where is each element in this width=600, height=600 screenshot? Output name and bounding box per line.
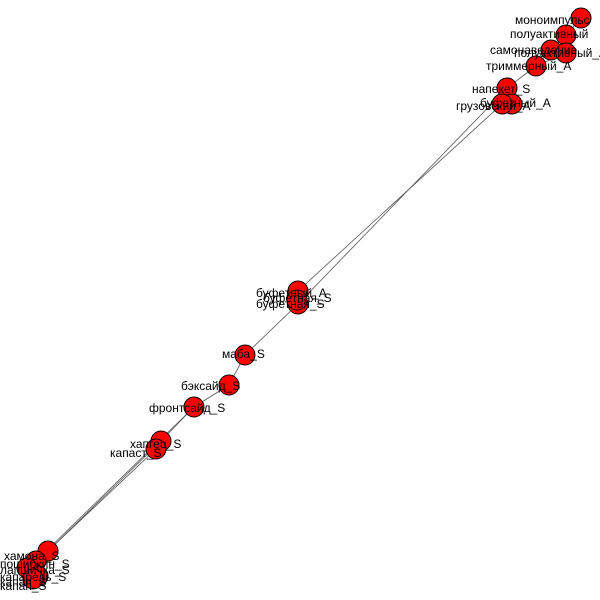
graph-node[interactable] (491, 93, 513, 115)
graph-node[interactable] (22, 568, 44, 590)
node-label: капаст_S (110, 446, 162, 460)
node-label: капап_S (0, 579, 47, 593)
node-label: буфетная_S (256, 297, 325, 311)
node-label: триммерный_A (486, 59, 571, 73)
node-label: капап_S (0, 575, 47, 589)
graph-edge (297, 103, 503, 292)
node-label: бэксайд_S (181, 379, 240, 393)
graph-node[interactable] (218, 374, 240, 396)
node-label: буфетная_S (263, 291, 332, 305)
node-label: самонаведение (490, 43, 578, 57)
node-label: полуактивный_A (514, 46, 600, 60)
node-label: грузовский_A (456, 99, 531, 113)
graph-node[interactable] (525, 55, 547, 77)
node-label: моноимпульс (515, 13, 590, 27)
graph-node[interactable] (145, 438, 167, 460)
graph-node[interactable] (183, 396, 205, 418)
node-label: хапгец_S (130, 437, 181, 451)
node-label: фронтсайд_S (149, 401, 225, 415)
node-label: лапшичка_S (0, 563, 70, 577)
node-label: капарель_S (0, 570, 66, 584)
graph-node[interactable] (234, 344, 256, 366)
graph-edge (47, 440, 162, 552)
graph-edge (35, 406, 195, 562)
node-label: напекет_S (472, 82, 530, 96)
graph-node[interactable] (286, 289, 308, 311)
graph-edge (297, 87, 508, 305)
node-label: хамона_S (4, 549, 59, 563)
graph-nodes (16, 7, 592, 590)
graph-node[interactable] (570, 7, 592, 29)
graph-edge (244, 303, 299, 356)
node-label: буфетный_A (480, 96, 551, 110)
node-label: полуактивный (510, 27, 588, 41)
node-label: буфетный_A (256, 286, 327, 300)
node-label: маба_S (222, 347, 265, 361)
node-label: пошибкин_S (0, 557, 70, 571)
graph-node[interactable] (555, 42, 577, 64)
